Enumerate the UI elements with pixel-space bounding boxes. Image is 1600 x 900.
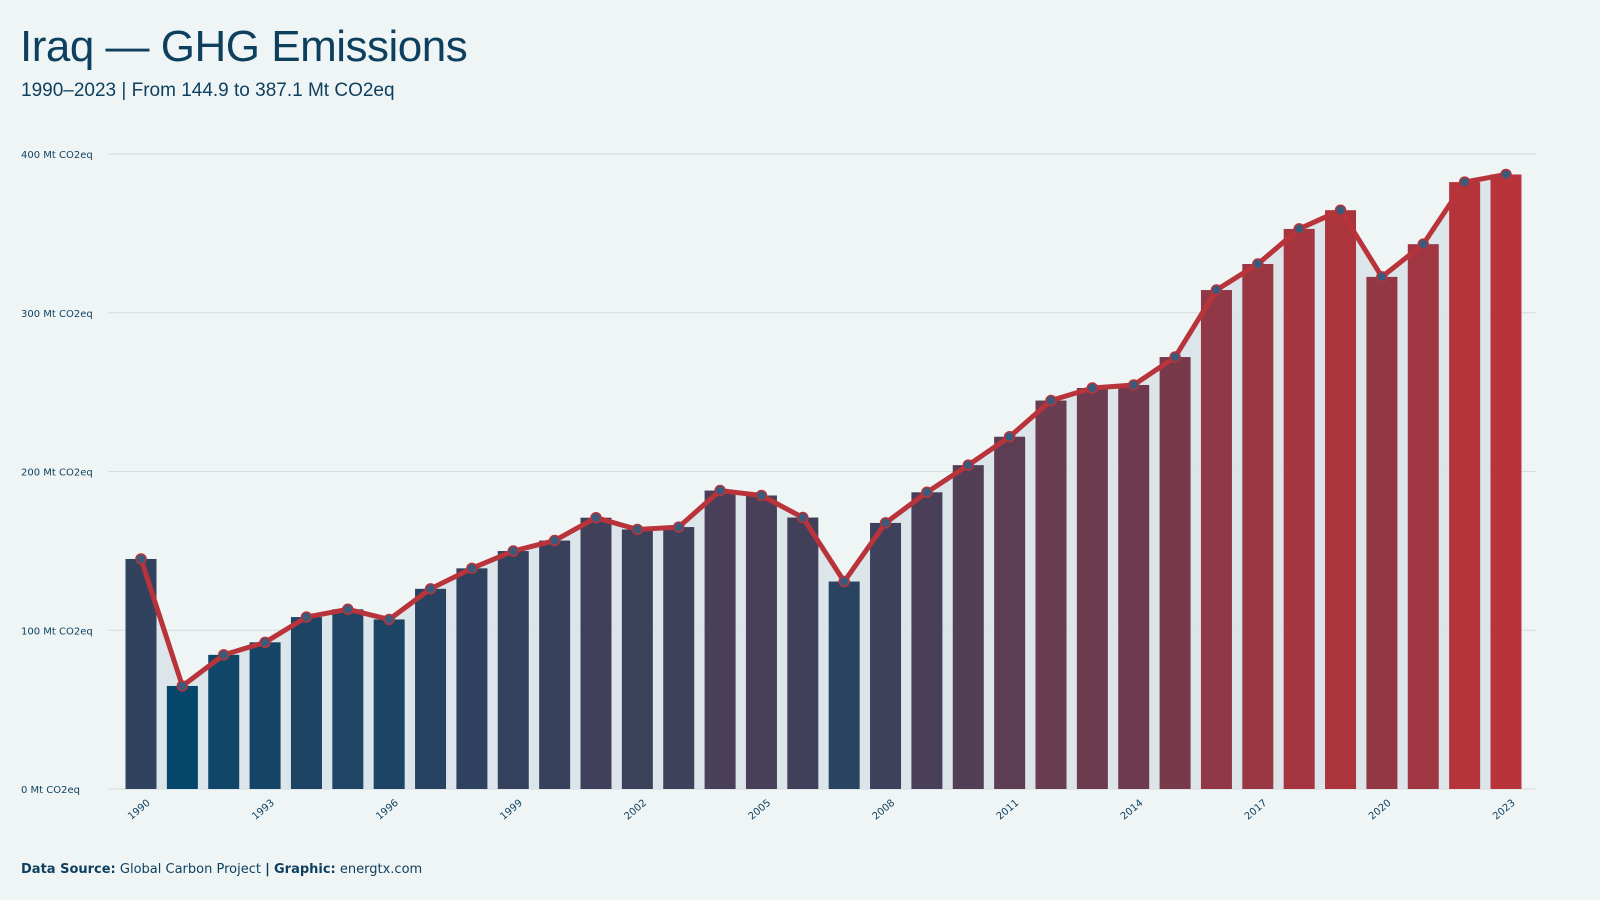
point-2010 xyxy=(962,459,975,471)
bar-1991 xyxy=(166,685,198,789)
point-2011 xyxy=(1003,430,1016,443)
x-tick-label: 2014 xyxy=(1119,798,1146,823)
bar-2007 xyxy=(828,581,860,789)
y-tick-label: 100 Mt CO2eq xyxy=(21,626,93,637)
bar-2016 xyxy=(1200,290,1232,789)
bar-1992 xyxy=(208,654,240,789)
x-tick-label: 2005 xyxy=(747,798,774,823)
point-2004 xyxy=(714,484,726,497)
bar-2000 xyxy=(539,540,571,789)
point-2020 xyxy=(1376,271,1388,283)
chart-subtitle: 1990–2023 | From 144.9 to 387.1 Mt CO2eq xyxy=(21,80,395,101)
x-tick-label: 2011 xyxy=(995,798,1022,823)
x-tick-label: 1999 xyxy=(498,798,525,823)
x-tick-label: 2023 xyxy=(1491,798,1518,823)
x-tick-label: 2017 xyxy=(1243,798,1270,823)
bar-1995 xyxy=(332,609,364,789)
bar-1996 xyxy=(373,619,405,789)
bar-2005 xyxy=(745,495,777,789)
point-2014 xyxy=(1127,379,1140,391)
bar-2022 xyxy=(1449,182,1481,789)
bar-2023 xyxy=(1490,174,1522,789)
bar-2011 xyxy=(994,436,1026,789)
point-1995 xyxy=(342,603,354,616)
line-markers xyxy=(135,168,1512,692)
bar-2020 xyxy=(1366,276,1398,789)
point-2005 xyxy=(755,489,768,502)
y-tick-label: 300 Mt CO2eq xyxy=(21,309,93,320)
bar-2021 xyxy=(1407,244,1439,790)
point-2018 xyxy=(1293,223,1305,235)
point-2008 xyxy=(879,517,892,529)
point-1996 xyxy=(383,613,395,626)
bar-2008 xyxy=(870,522,902,789)
point-1999 xyxy=(507,545,520,557)
x-tick-label: 1993 xyxy=(250,798,277,823)
bar-2003 xyxy=(663,527,695,789)
bar-2012 xyxy=(1035,400,1067,789)
y-tick-label: 0 Mt CO2eq xyxy=(21,785,80,796)
point-2006 xyxy=(797,511,809,524)
bar-2006 xyxy=(787,517,819,789)
point-2002 xyxy=(631,523,644,536)
bar-2002 xyxy=(621,529,653,789)
point-2015 xyxy=(1169,351,1181,363)
bar-1998 xyxy=(456,568,488,789)
bar-2004 xyxy=(704,490,736,789)
x-tick-label: 2002 xyxy=(622,798,649,823)
x-tick-label: 1990 xyxy=(126,798,153,823)
footer: Data Source: Global Carbon Project | Gra… xyxy=(21,862,422,877)
point-2012 xyxy=(1045,394,1057,407)
point-2013 xyxy=(1086,382,1099,394)
point-1997 xyxy=(424,583,437,595)
graphic-value: energtx.com xyxy=(339,862,423,877)
bar-2009 xyxy=(911,492,943,789)
source-value: Global Carbon Project xyxy=(119,862,261,877)
bar-2019 xyxy=(1325,210,1357,789)
bar-1999 xyxy=(497,551,529,789)
emissions-line xyxy=(138,171,1509,689)
point-2019 xyxy=(1334,204,1347,216)
bar-2015 xyxy=(1159,357,1191,789)
point-1994 xyxy=(300,611,313,623)
point-1990 xyxy=(135,553,147,565)
point-2022 xyxy=(1458,176,1471,188)
point-1992 xyxy=(217,649,230,661)
bar-1997 xyxy=(415,588,447,789)
bar-2018 xyxy=(1283,228,1315,789)
point-2023 xyxy=(1500,168,1512,181)
chart-title: Iraq — GHG Emissions xyxy=(20,22,468,71)
bar-2017 xyxy=(1242,264,1274,789)
x-axis-ticks: 1990 1993 1996 1999 2002 2005 2008 2011 2014 2017… xyxy=(126,798,1518,823)
point-2021 xyxy=(1417,238,1430,250)
point-2016 xyxy=(1210,284,1223,296)
point-2007 xyxy=(838,575,850,588)
x-tick-label: 2008 xyxy=(871,798,898,823)
point-2009 xyxy=(921,486,933,499)
bar-2013 xyxy=(1076,387,1108,789)
x-tick-label: 1996 xyxy=(374,798,401,823)
point-1993 xyxy=(259,636,271,649)
bar-2001 xyxy=(580,517,612,789)
point-1991 xyxy=(176,680,189,692)
y-tick-label: 400 Mt CO2eq xyxy=(21,150,93,161)
point-2003 xyxy=(672,521,685,533)
point-2001 xyxy=(590,511,602,524)
point-2017 xyxy=(1252,258,1264,270)
y-tick-label: 200 Mt CO2eq xyxy=(21,468,93,479)
y-axis-ticks: 0 Mt CO2eq 100 Mt CO2eq 200 Mt CO2eq 300 Mt… xyxy=(21,150,93,796)
point-2000 xyxy=(548,534,561,547)
bar-1993 xyxy=(249,642,281,789)
bar-2014 xyxy=(1118,384,1150,789)
graphic-label: Graphic: xyxy=(273,862,336,877)
source-label: Data Source: xyxy=(21,862,116,877)
bar-1994 xyxy=(290,617,322,789)
x-tick-label: 2020 xyxy=(1367,798,1394,823)
bar-2010 xyxy=(952,465,984,789)
trend-line xyxy=(138,171,1509,689)
footer-separator: | xyxy=(265,862,270,877)
point-1998 xyxy=(466,562,478,575)
